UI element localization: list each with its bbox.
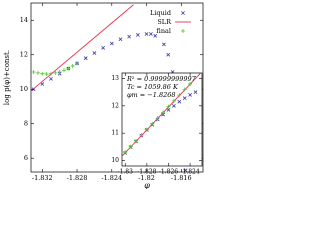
x-tick-label: -1.832 <box>32 174 53 182</box>
data-point <box>118 37 123 42</box>
data-point <box>155 116 160 121</box>
x-tick-label: -1.824 <box>180 169 199 176</box>
data-point <box>62 68 67 73</box>
y-tick-label: 8 <box>24 120 28 128</box>
annotation: R² = 0.99999999997 <box>126 75 197 83</box>
data-point <box>144 127 149 132</box>
x-tick-label: -1.828 <box>67 174 88 182</box>
data-point <box>166 52 171 57</box>
x-tick-label: -1.828 <box>137 169 156 176</box>
legend-swatch <box>181 29 185 33</box>
data-point <box>101 45 105 50</box>
annotation: Tc = 1059.86 K <box>127 83 179 91</box>
data-point <box>123 150 128 155</box>
data-point <box>135 33 140 37</box>
data-point <box>109 41 114 46</box>
x-tick-label: -1.824 <box>101 174 122 182</box>
data-point <box>182 96 187 101</box>
data-point <box>139 133 144 138</box>
x-tick-label: -1.826 <box>159 169 178 176</box>
x-tick-label: -1.83 <box>118 169 134 176</box>
data-point <box>128 144 133 149</box>
plot-area <box>31 4 188 172</box>
chart: -1.832 -1.828 -1.824 -1.82 -1.816 6 8 10 12 14 φ lo… <box>3 2 204 189</box>
legend-label: SLR <box>157 18 172 26</box>
data-point <box>49 76 53 81</box>
x-tick-label: -1.816 <box>171 174 192 182</box>
plot-frame <box>121 72 203 167</box>
data-point <box>44 72 49 77</box>
data-point <box>144 32 149 36</box>
plot-area <box>122 73 202 157</box>
fit-line <box>31 4 134 92</box>
data-point <box>70 63 75 68</box>
data-point <box>161 110 166 115</box>
data-point <box>177 99 182 104</box>
data-point <box>75 61 80 66</box>
y-axis-label: log p(φ)+const. <box>3 50 11 105</box>
data-point <box>83 56 88 61</box>
data-point <box>171 98 176 103</box>
data-point <box>166 104 171 109</box>
data-point <box>162 42 166 47</box>
legend-label: final <box>157 27 171 35</box>
x-axis-label: φ <box>144 181 150 189</box>
data-point <box>182 87 187 92</box>
y-tick-label: 10 <box>20 85 28 93</box>
data-point <box>66 66 71 71</box>
data-point <box>31 69 36 74</box>
data-point <box>48 71 53 76</box>
y-tick-label: 11 <box>111 130 119 137</box>
y-tick-label: 12 <box>111 102 119 109</box>
y-tick-label: 10 <box>111 157 119 164</box>
fit-line <box>122 73 202 157</box>
data-point <box>193 90 198 95</box>
data-point <box>188 81 193 86</box>
data-point <box>150 121 155 126</box>
annotation: φm = −1.8268 <box>127 91 175 99</box>
data-point <box>40 71 45 76</box>
y-tick-label: 12 <box>20 51 28 59</box>
data-point <box>153 33 158 38</box>
data-point <box>134 138 139 143</box>
data-point <box>127 34 132 39</box>
data-point <box>53 70 58 75</box>
x-tick-label: -1.82 <box>138 174 155 182</box>
data-point <box>183 168 188 172</box>
data-point <box>35 70 40 75</box>
data-point <box>172 103 176 108</box>
legend-label: Liquid <box>150 9 171 17</box>
y-tick-label: 14 <box>20 16 28 24</box>
y-tick-label: 13 <box>111 75 119 82</box>
data-point <box>148 32 153 36</box>
data-point <box>166 108 171 112</box>
legend-swatch <box>181 11 185 15</box>
data-point <box>92 51 97 55</box>
data-point <box>40 82 45 86</box>
data-point <box>57 69 62 74</box>
data-point <box>188 92 192 97</box>
data-point <box>177 93 182 98</box>
y-tick-label: 6 <box>24 154 28 162</box>
